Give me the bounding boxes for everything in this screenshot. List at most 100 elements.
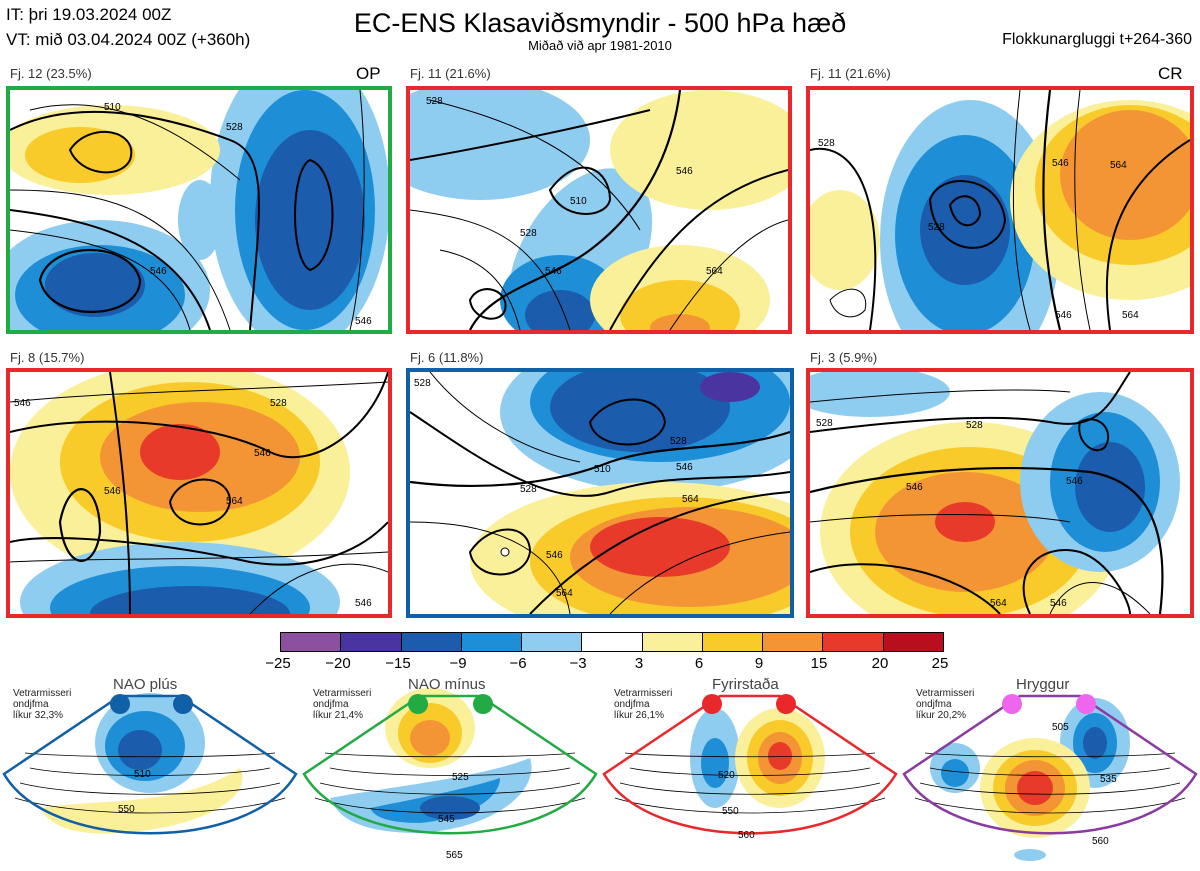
panel-5-contour-label: 510 bbox=[594, 464, 611, 475]
cluster-map-1 bbox=[6, 86, 392, 334]
panel-4-contour-label: 564 bbox=[226, 496, 243, 507]
panel-3-contour-label: 528 bbox=[928, 222, 945, 233]
colorbar-label: 3 bbox=[634, 655, 644, 672]
colorbar-label: 9 bbox=[754, 655, 764, 672]
initial-time: IT: þri 19.03.2024 00Z bbox=[6, 5, 172, 24]
regime-note: líkur 32,3% bbox=[13, 710, 64, 721]
regime-note: Vetrarmisseri bbox=[13, 688, 72, 699]
colorbar-label: 6 bbox=[694, 655, 704, 672]
colorbar-swatch bbox=[642, 633, 703, 651]
regime-note: Vetrarmisseri bbox=[614, 688, 673, 699]
panel-4-contour-label: 528 bbox=[270, 398, 287, 409]
panel-3-contour-label: 546 bbox=[1052, 158, 1069, 169]
colorbar-label: 15 bbox=[810, 655, 828, 672]
colorbar-label: −15 bbox=[385, 655, 411, 672]
regime-contour-label: 545 bbox=[438, 814, 455, 825]
panel-1-contour-label: 528 bbox=[226, 122, 243, 133]
regime-note: líkur 21,4% bbox=[313, 710, 364, 721]
panel-2-contour-label: 546 bbox=[676, 166, 693, 177]
panel-5-contour-label: 528 bbox=[414, 378, 431, 389]
panel-5-contour-label: 528 bbox=[670, 436, 687, 447]
regime-note: Vetrarmisseri bbox=[313, 688, 372, 699]
panel-4-label: Fj. 8 (15.7%) bbox=[10, 350, 85, 365]
regime-contour-label: 550 bbox=[118, 804, 135, 815]
panel-4-contour-label: 546 bbox=[254, 448, 271, 459]
panel-2-label: Fj. 11 (21.6%) bbox=[410, 66, 491, 81]
regime-contour-label: 565 bbox=[446, 850, 463, 861]
panel-3-contour-label: 564 bbox=[1122, 310, 1139, 321]
panel-2-contour-label: 528 bbox=[520, 228, 537, 239]
regime-contour-label: 535 bbox=[1100, 774, 1117, 785]
panel-3-contour-label: 528 bbox=[818, 138, 835, 149]
colorbar-swatch bbox=[281, 633, 342, 651]
colorbar-swatch bbox=[702, 633, 764, 651]
panel-1-contour-label: 510 bbox=[104, 102, 121, 113]
regime-contour-label: 520 bbox=[718, 770, 735, 781]
colorbar-swatch bbox=[401, 633, 462, 651]
regime-contour-label: 510 bbox=[134, 769, 151, 780]
cluster-map-2 bbox=[406, 86, 792, 334]
panel-3-contour-label: 564 bbox=[1110, 160, 1127, 171]
panel-1-tag: OP bbox=[356, 64, 381, 83]
panel-6-contour-label: 546 bbox=[1066, 476, 1083, 487]
regime-note: ondjfma bbox=[916, 699, 952, 710]
page-subtitle: Miðað við apr 1981-2010 bbox=[528, 38, 672, 53]
regime-contour-label: 505 bbox=[1052, 722, 1069, 733]
regime-contour-label: 550 bbox=[722, 806, 739, 817]
valid-time: VT: mið 03.04.2024 00Z (+360h) bbox=[6, 30, 251, 49]
regime-contour-label: 560 bbox=[1092, 836, 1109, 847]
panel-3-label: Fj. 11 (21.6%) bbox=[810, 66, 891, 81]
panel-5-contour-label: 564 bbox=[556, 588, 573, 599]
colorbar-label: −3 bbox=[569, 655, 587, 672]
colorbar-swatch bbox=[522, 633, 583, 651]
panel-4-contour-label: 546 bbox=[355, 598, 372, 609]
regime-map-nao-minus bbox=[302, 688, 598, 835]
cluster-map-5 bbox=[406, 368, 794, 618]
colorbar-swatch bbox=[341, 633, 402, 651]
panel-5-contour-label: 546 bbox=[676, 462, 693, 473]
panel-1-label: Fj. 12 (23.5%) bbox=[10, 66, 92, 81]
panel-5-label: Fj. 6 (11.8%) bbox=[410, 350, 484, 365]
regime-map-blocking bbox=[602, 694, 898, 835]
colorbar-label: −6 bbox=[509, 655, 527, 672]
regime-title: Fyrirstaða bbox=[712, 676, 779, 693]
regime-note: ondjfma bbox=[614, 699, 650, 710]
panel-2-contour-label: 510 bbox=[570, 196, 587, 207]
colorbar-label: −20 bbox=[325, 655, 351, 672]
classification-window: Flokkunargluggi t+264-360 bbox=[1002, 31, 1192, 48]
panel-5-contour-label: 564 bbox=[682, 494, 699, 505]
regime-title: NAO mínus bbox=[408, 676, 486, 693]
panel-5-contour-label: 528 bbox=[520, 484, 537, 495]
cluster-map-4 bbox=[6, 368, 392, 618]
regime-contour-label: 525 bbox=[452, 772, 469, 783]
regime-map-ridge bbox=[902, 694, 1198, 861]
panel-6-contour-label: 546 bbox=[906, 482, 923, 493]
panel-1-contour-label: 546 bbox=[355, 316, 372, 327]
regime-note: ondjfma bbox=[13, 699, 49, 710]
panel-4-contour-label: 546 bbox=[104, 486, 121, 497]
colorbar-label: −9 bbox=[449, 655, 467, 672]
regime-note: líkur 26,1% bbox=[614, 710, 665, 721]
colorbar-swatch bbox=[582, 633, 643, 651]
colorbar-label: 25 bbox=[931, 655, 949, 672]
cluster-map-6 bbox=[806, 368, 1194, 618]
colorbar-label: −25 bbox=[265, 655, 291, 672]
regime-note: líkur 20,2% bbox=[916, 710, 967, 721]
panel-3-tag: CR bbox=[1158, 64, 1183, 83]
regime-note: ondjfma bbox=[313, 699, 349, 710]
regime-title: NAO plús bbox=[113, 676, 178, 693]
panel-4-contour-label: 546 bbox=[14, 398, 31, 409]
panel-2-contour-label: 564 bbox=[706, 266, 723, 277]
colorbar-swatch bbox=[823, 633, 884, 651]
regime-note: Vetrarmisseri bbox=[916, 688, 975, 699]
colorbar-label: 20 bbox=[871, 655, 889, 672]
colorbar-swatch bbox=[461, 633, 523, 651]
panel-1-contour-label: 546 bbox=[150, 266, 167, 277]
colorbar-swatch bbox=[883, 633, 943, 651]
cluster-map-3 bbox=[806, 86, 1194, 334]
regime-title: Hryggur bbox=[1016, 676, 1070, 693]
panel-2-contour-label: 546 bbox=[545, 266, 562, 277]
panel-5-contour-label: 546 bbox=[546, 550, 563, 561]
panel-6-label: Fj. 3 (5.9%) bbox=[810, 350, 878, 365]
panel-6-contour-label: 528 bbox=[966, 420, 983, 431]
